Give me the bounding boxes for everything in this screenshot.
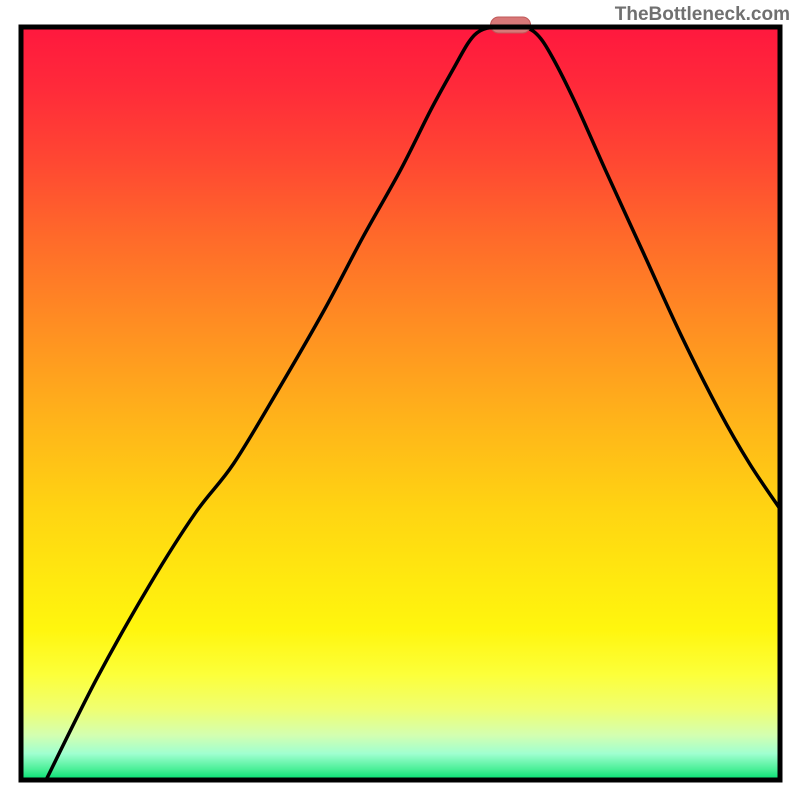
- chart-container: TheBottleneck.com: [0, 0, 800, 800]
- gradient-background: [21, 27, 780, 780]
- bottleneck-chart: [0, 0, 800, 800]
- watermark-text: TheBottleneck.com: [615, 4, 790, 26]
